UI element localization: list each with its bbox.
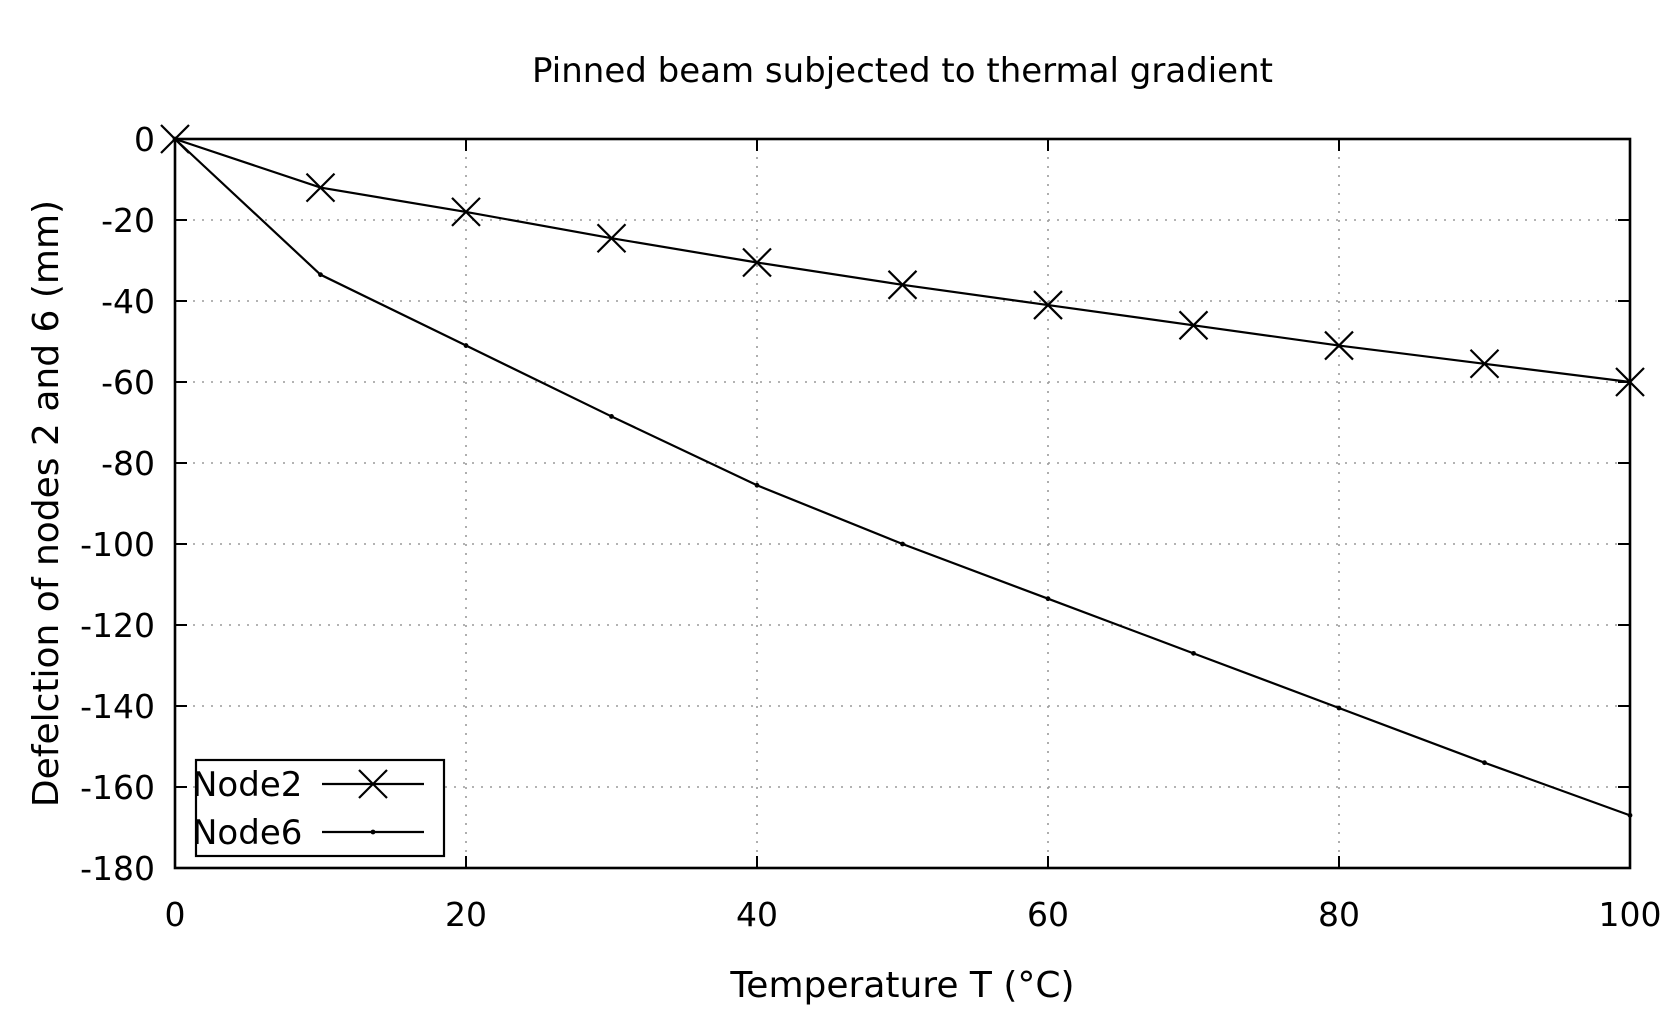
grid bbox=[175, 139, 1630, 868]
axis-ticks: 0 20 40 60 80 100 0 -20 -40 -60 -80 -100 -120 -140 -16… bbox=[80, 120, 1661, 934]
y-tick-label: -100 bbox=[80, 525, 155, 564]
data-point-node2 bbox=[1178, 310, 1209, 341]
data-point-node2 bbox=[305, 172, 336, 203]
y-tick-label: -140 bbox=[80, 687, 155, 726]
legend-label: Node2 bbox=[192, 765, 302, 805]
x-tick-label: 60 bbox=[1027, 895, 1069, 934]
series-line-node6 bbox=[174, 138, 1631, 817]
y-tick-label: -160 bbox=[80, 768, 155, 807]
marker-x-stroke bbox=[1324, 330, 1354, 361]
y-tick-label: -80 bbox=[101, 444, 155, 483]
y-tick-label: -40 bbox=[101, 282, 155, 321]
legend-marker bbox=[358, 769, 388, 799]
y-tick-label: -60 bbox=[101, 363, 155, 402]
data-point-node6 bbox=[1191, 650, 1196, 656]
marker-x-stroke bbox=[742, 247, 772, 278]
legend-marker bbox=[370, 829, 376, 835]
data-point-node6 bbox=[318, 272, 323, 278]
data-point-node2 bbox=[1469, 348, 1500, 379]
data-point-node6 bbox=[754, 482, 760, 488]
marker-x-stroke bbox=[1178, 310, 1209, 341]
data-point-node6 bbox=[900, 541, 905, 547]
plot-frame bbox=[173, 137, 1632, 870]
data-point-node6 bbox=[1336, 705, 1342, 711]
y-tick-label: -120 bbox=[80, 606, 155, 645]
data-point-node6 bbox=[1045, 596, 1051, 602]
x-tick-label: 0 bbox=[165, 895, 186, 934]
series-layer bbox=[160, 124, 1645, 818]
legend-label: Node6 bbox=[192, 813, 302, 853]
x-axis-label: Temperature T (°C) bbox=[729, 965, 1074, 1006]
series-node6 bbox=[172, 136, 1633, 818]
data-point-node2 bbox=[596, 223, 627, 254]
marker-x-stroke bbox=[451, 197, 481, 227]
x-tick-label: 100 bbox=[1599, 895, 1662, 934]
legend-entry-node2: Node2 bbox=[192, 765, 424, 805]
chart-title: Pinned beam subjected to thermal gradien… bbox=[532, 51, 1273, 91]
data-point-node6 bbox=[463, 343, 469, 348]
marker-x-stroke bbox=[1033, 290, 1063, 320]
x-tick-label: 80 bbox=[1318, 895, 1360, 934]
y-tick-label: -180 bbox=[80, 849, 155, 888]
series-node2 bbox=[160, 124, 1645, 397]
marker-x-stroke bbox=[1469, 348, 1500, 379]
data-point-node2 bbox=[887, 270, 918, 300]
y-axis-label: Defelction of nodes 2 and 6 (mm) bbox=[26, 200, 67, 807]
legend-box bbox=[194, 758, 446, 858]
data-point-node2 bbox=[1324, 330, 1354, 361]
data-point-node2 bbox=[1033, 290, 1063, 320]
legend: Node2 Node6 bbox=[192, 758, 446, 858]
y-tick-label: 0 bbox=[134, 120, 155, 159]
x-tick-label: 40 bbox=[736, 895, 778, 934]
y-tick-label: -20 bbox=[101, 201, 155, 240]
data-point-node6 bbox=[609, 414, 614, 419]
data-point-node2 bbox=[451, 197, 481, 227]
data-point-node2 bbox=[742, 247, 772, 278]
marker-x-stroke bbox=[358, 769, 388, 799]
marker-x-stroke bbox=[596, 223, 627, 254]
marker-x-stroke bbox=[887, 270, 918, 300]
x-tick-label: 20 bbox=[445, 895, 487, 934]
marker-x-stroke bbox=[305, 172, 336, 203]
legend-entry-node6: Node6 bbox=[192, 813, 424, 853]
data-point-node6 bbox=[1482, 760, 1487, 766]
series-line-node2 bbox=[174, 137, 1631, 384]
